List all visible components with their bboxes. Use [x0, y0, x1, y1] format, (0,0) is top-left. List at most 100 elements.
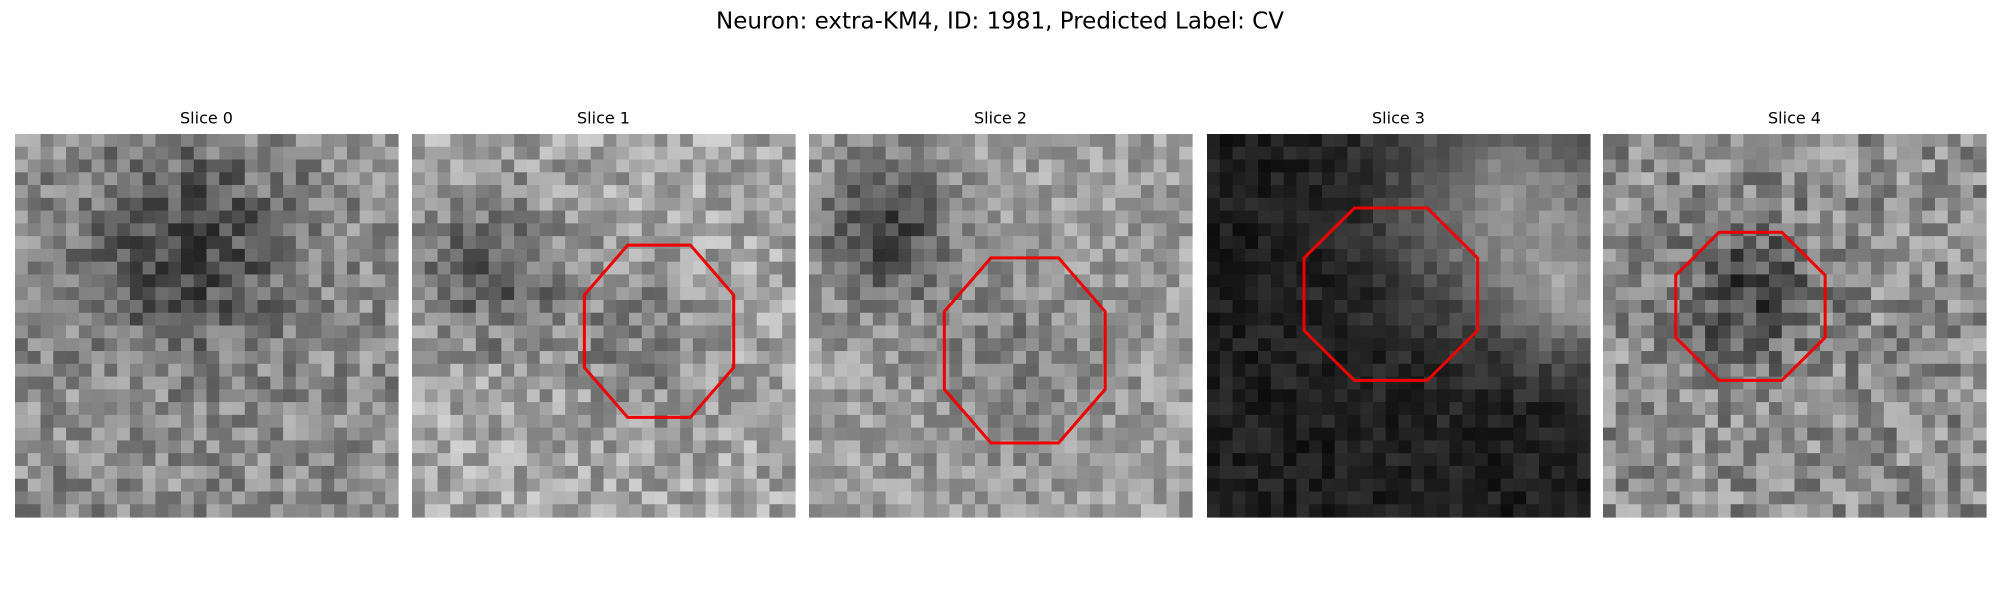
pixel — [1603, 172, 1617, 186]
pixel — [1038, 274, 1053, 288]
pixel — [372, 261, 386, 276]
pixel — [1089, 491, 1104, 505]
pixel — [257, 491, 271, 505]
pixel — [180, 363, 195, 378]
pixel — [372, 287, 386, 301]
pixel — [1102, 414, 1116, 429]
pixel — [1153, 465, 1168, 480]
pixel — [680, 478, 694, 493]
pixel — [1038, 248, 1053, 263]
pixel — [1487, 389, 1502, 403]
pixel — [168, 185, 182, 199]
pixel — [860, 440, 874, 454]
pixel — [654, 248, 668, 263]
pixel — [539, 274, 554, 288]
pixel — [1577, 236, 1591, 250]
pixel — [552, 236, 566, 250]
pixel — [616, 274, 630, 288]
pixel — [1449, 453, 1463, 467]
pixel — [385, 185, 399, 199]
pixel — [412, 325, 426, 339]
pixel — [539, 236, 554, 250]
pixel — [885, 134, 899, 148]
pixel — [1013, 248, 1027, 263]
pixel — [974, 210, 989, 224]
pixel — [680, 363, 694, 378]
pixel — [1756, 504, 1770, 518]
pixel — [27, 261, 42, 276]
pixel — [860, 134, 874, 148]
pixel — [232, 287, 246, 301]
pixel — [603, 134, 617, 148]
pixel — [40, 338, 54, 352]
pixel — [1960, 504, 1974, 518]
pixel — [680, 325, 694, 339]
pixel — [782, 299, 796, 314]
pixel — [821, 478, 836, 493]
pixel — [372, 376, 386, 390]
pixel — [743, 478, 758, 493]
pixel — [552, 159, 566, 173]
pixel — [974, 287, 989, 301]
pixel — [334, 440, 348, 454]
pixel — [1896, 491, 1910, 505]
pixel — [1781, 325, 1796, 339]
pixel — [1832, 465, 1847, 480]
pixel — [743, 261, 758, 276]
pixel — [1436, 465, 1451, 480]
pixel — [1360, 491, 1374, 505]
pixel — [129, 427, 144, 441]
pixel — [372, 338, 386, 352]
pixel — [1166, 159, 1180, 173]
pixel — [168, 159, 182, 173]
pixel — [1922, 197, 1936, 212]
pixel — [962, 389, 976, 403]
pixel — [1462, 478, 1476, 493]
pixel — [1424, 465, 1438, 480]
pixel — [1513, 325, 1527, 339]
pixel — [616, 504, 630, 518]
pixel — [257, 376, 271, 390]
pixel — [1115, 478, 1129, 493]
pixel — [590, 504, 605, 518]
pixel — [718, 402, 732, 416]
pixel — [1551, 325, 1566, 339]
pixel — [180, 465, 195, 480]
pixel — [1207, 236, 1221, 250]
pixel — [692, 414, 707, 429]
pixel — [1654, 504, 1668, 518]
pixel — [1832, 146, 1847, 161]
pixel — [385, 223, 399, 237]
pixel — [1832, 427, 1847, 441]
pixel — [1705, 491, 1719, 505]
pixel — [346, 389, 361, 403]
pixel — [923, 427, 938, 441]
pixel — [1321, 261, 1336, 276]
pixel — [1641, 134, 1655, 148]
pixel — [847, 210, 861, 224]
pixel — [1883, 197, 1898, 212]
pixel — [1347, 453, 1361, 467]
pixel — [923, 210, 938, 224]
pixel — [232, 312, 246, 327]
pixel — [847, 491, 861, 505]
pixel — [1960, 236, 1974, 250]
pixel — [872, 453, 887, 467]
pixel — [1973, 185, 1987, 199]
pixel — [756, 312, 771, 327]
pixel — [244, 504, 259, 518]
image-panel — [412, 134, 796, 518]
pixel — [1717, 363, 1732, 378]
pixel — [860, 299, 874, 314]
pixel — [1603, 389, 1617, 403]
pixel — [1551, 287, 1566, 301]
pixel — [1832, 440, 1847, 454]
pixel — [129, 287, 144, 301]
pixel — [1705, 325, 1719, 339]
pixel — [1487, 299, 1502, 314]
pixel — [40, 376, 54, 390]
pixel — [590, 363, 605, 378]
pixel — [424, 376, 439, 390]
pixel — [104, 338, 118, 352]
pixel — [424, 427, 439, 441]
